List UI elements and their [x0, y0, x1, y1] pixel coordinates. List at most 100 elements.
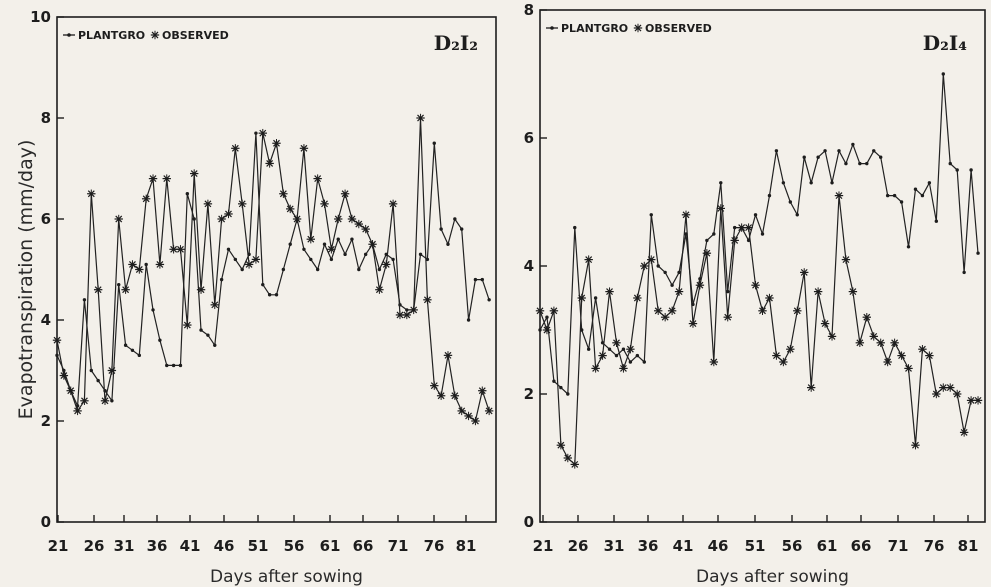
- data-point-plantgro: [309, 257, 313, 262]
- data-point-plantgro: [760, 232, 765, 236]
- data-point-observed: [368, 240, 377, 249]
- data-point-plantgro: [151, 308, 155, 312]
- data-point-observed: [598, 351, 607, 360]
- data-point-plantgro: [927, 181, 932, 185]
- data-point-plantgro: [670, 283, 674, 287]
- data-point-observed: [883, 357, 892, 367]
- data-point-plantgro: [948, 161, 952, 166]
- data-point-plantgro: [649, 213, 653, 217]
- data-point-plantgro: [206, 333, 210, 337]
- x-tick-label: 36: [638, 537, 659, 555]
- series-line-observed: [539, 195, 978, 465]
- data-point-observed: [626, 345, 635, 354]
- data-point-plantgro: [171, 363, 176, 368]
- data-point-plantgro: [185, 192, 190, 196]
- data-point-plantgro: [955, 168, 959, 172]
- data-point-plantgro: [656, 264, 660, 268]
- data-point-plantgro: [466, 318, 471, 322]
- data-point-observed: [744, 223, 753, 232]
- data-point-observed: [876, 338, 885, 347]
- data-point-observed: [584, 255, 593, 264]
- x-tick-label: 81: [958, 537, 979, 555]
- data-point-observed: [409, 305, 418, 315]
- data-point-plantgro: [130, 348, 135, 352]
- data-point-plantgro: [677, 270, 681, 275]
- data-point-observed: [793, 306, 802, 315]
- data-point-plantgro: [226, 247, 231, 251]
- data-point-observed: [224, 209, 233, 219]
- y-tick-label: 10: [30, 8, 51, 26]
- data-point-plantgro: [315, 267, 320, 272]
- data-point-plantgro: [425, 257, 430, 262]
- data-point-plantgro: [240, 267, 244, 272]
- data-point-observed: [93, 285, 103, 294]
- x-tick-label: 66: [851, 537, 872, 555]
- data-point-plantgro: [816, 155, 820, 159]
- data-point-observed: [306, 235, 315, 244]
- x-tick-label: 66: [353, 537, 374, 555]
- data-point-observed: [890, 338, 899, 347]
- data-point-observed: [702, 249, 712, 258]
- data-point-plantgro: [165, 363, 169, 368]
- data-point-plantgro: [969, 168, 973, 172]
- data-point-observed: [299, 144, 309, 153]
- data-point-observed: [556, 441, 566, 450]
- y-tick-label: 0: [524, 513, 534, 531]
- data-point-observed: [258, 128, 267, 138]
- data-point-plantgro: [89, 368, 93, 373]
- data-point-observed: [313, 174, 322, 183]
- data-point-plantgro: [899, 200, 904, 204]
- x-tick-label: 71: [888, 537, 909, 555]
- legend-plantgro-marker: [550, 26, 554, 30]
- data-point-plantgro: [460, 227, 464, 231]
- series-line-plantgro: [539, 73, 979, 395]
- data-point-plantgro: [350, 237, 354, 241]
- data-point-observed: [688, 319, 698, 328]
- data-point-observed: [577, 293, 586, 303]
- data-point-observed: [107, 366, 117, 375]
- data-point-plantgro: [267, 293, 272, 297]
- data-point-observed: [361, 224, 370, 234]
- data-point-observed: [647, 255, 656, 264]
- data-point-observed: [619, 364, 628, 373]
- data-point-plantgro: [628, 360, 633, 364]
- y-tick-label: 4: [41, 311, 51, 329]
- data-point-plantgro: [635, 353, 640, 358]
- data-point-plantgro: [566, 392, 570, 396]
- data-point-observed: [772, 351, 781, 360]
- data-point-plantgro: [391, 257, 395, 262]
- data-point-observed: [183, 320, 192, 330]
- series-observed: [535, 191, 983, 469]
- data-point-plantgro: [663, 270, 667, 275]
- data-point-plantgro: [934, 219, 939, 223]
- data-point-plantgro: [254, 131, 258, 135]
- data-point-observed: [148, 174, 158, 183]
- x-axis-label: Days after sowing: [210, 567, 363, 587]
- panel-label: D₂I₄: [923, 31, 967, 55]
- data-point-observed: [141, 194, 151, 203]
- data-point-plantgro: [377, 267, 382, 272]
- data-point-plantgro: [55, 353, 59, 358]
- data-point-plantgro: [545, 315, 549, 319]
- data-point-observed: [779, 357, 788, 367]
- y-axis-label: Evapotranspiration (mm/day): [15, 140, 37, 420]
- data-point-observed: [100, 396, 110, 405]
- x-tick-label: 56: [284, 537, 305, 555]
- data-point-observed: [730, 236, 739, 245]
- data-point-observed: [320, 199, 329, 209]
- data-point-observed: [813, 287, 823, 296]
- data-point-observed: [478, 386, 487, 395]
- data-point-observed: [471, 416, 480, 426]
- series-line-observed: [56, 117, 490, 422]
- data-point-plantgro: [865, 161, 869, 166]
- data-point-observed: [203, 199, 213, 209]
- data-point-observed: [375, 285, 384, 294]
- data-point-plantgro: [357, 267, 361, 272]
- x-tick-label: 61: [817, 537, 838, 555]
- data-point-observed: [765, 293, 774, 303]
- data-point-observed: [217, 214, 226, 224]
- legend-observed-label: OBSERVED: [162, 29, 229, 42]
- series-observed: [52, 113, 494, 426]
- data-point-plantgro: [336, 237, 340, 241]
